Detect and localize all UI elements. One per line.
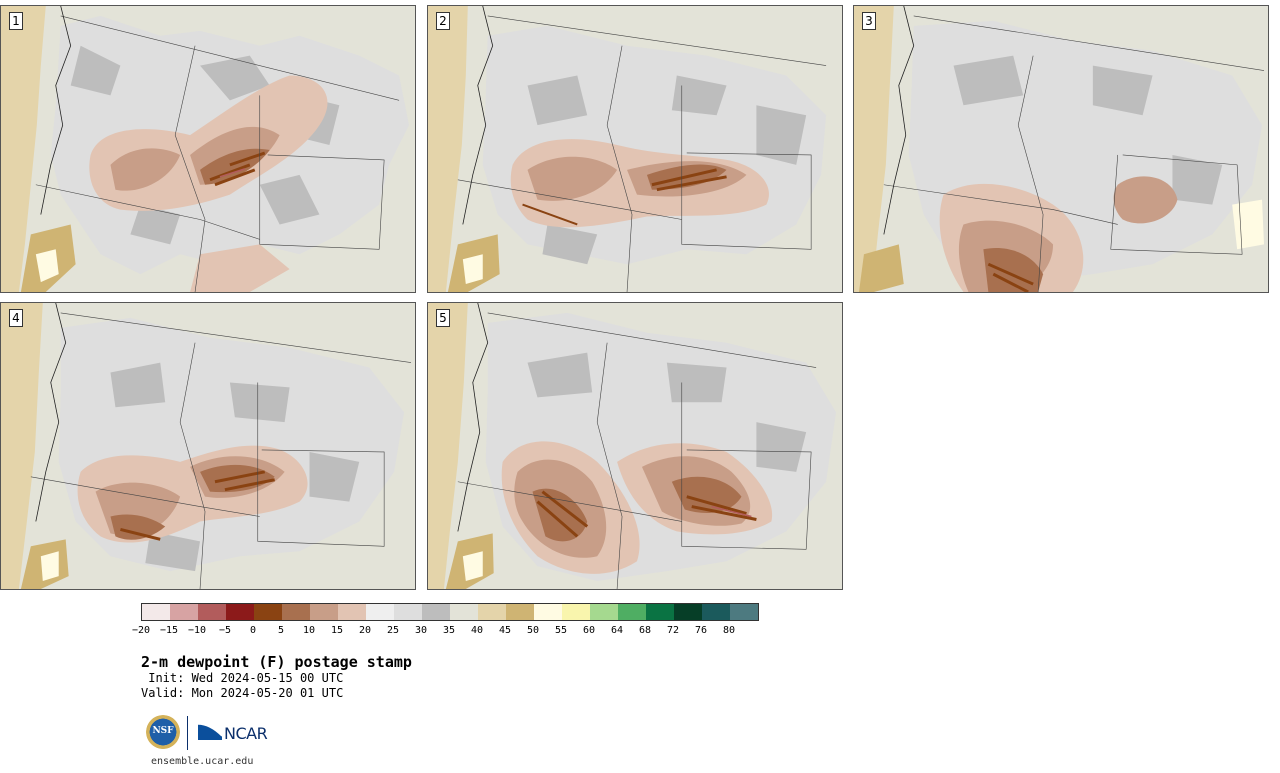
colorbar-tick-label: 25 — [386, 625, 400, 636]
colorbar-tick-label: 40 — [470, 625, 484, 636]
colorbar-tick-labels: −20 −15 −10 −5 0 5 10 15 20 25 30 35 40 45 50 55 60 64 68 7… — [0, 625, 800, 641]
colorbar-tick-label: 0 — [249, 625, 257, 636]
member-number: 2 — [436, 12, 450, 30]
colorbar-swatch — [142, 604, 170, 620]
colorbar-tick-label: 30 — [414, 625, 428, 636]
member-number: 1 — [9, 12, 23, 30]
member-number: 3 — [862, 12, 876, 30]
colorbar-swatch — [478, 604, 506, 620]
dewpoint-map-2 — [428, 6, 842, 292]
colorbar-tick-label: 64 — [610, 625, 624, 636]
nsf-logo-text: NSF — [152, 726, 174, 736]
colorbar-tick-label: 10 — [302, 625, 316, 636]
ncar-logo-text: NCAR — [224, 724, 268, 743]
nsf-logo-icon — [146, 715, 180, 749]
colorbar-swatch — [282, 604, 310, 620]
colorbar-tick-label: 50 — [526, 625, 540, 636]
member-panel-2: 2 — [427, 5, 843, 293]
colorbar-swatch — [674, 604, 702, 620]
dewpoint-map-4 — [1, 303, 415, 589]
dewpoint-map-3 — [854, 6, 1268, 292]
colorbar-swatch — [394, 604, 422, 620]
colorbar-tick-label: −5 — [218, 625, 232, 636]
colorbar-swatch — [702, 604, 730, 620]
colorbar-tick-label: 60 — [582, 625, 596, 636]
valid-time: Valid: Mon 2024-05-20 01 UTC — [141, 686, 344, 700]
colorbar-swatch — [226, 604, 254, 620]
colorbar-swatch — [534, 604, 562, 620]
member-number: 5 — [436, 309, 450, 327]
member-number: 4 — [9, 309, 23, 327]
dewpoint-map-1 — [1, 6, 415, 292]
colorbar-swatch — [506, 604, 534, 620]
logos: NSF NCAR — [144, 714, 284, 754]
colorbar-tick-label: 76 — [694, 625, 708, 636]
colorbar-swatch — [730, 604, 758, 620]
colorbar-swatch — [338, 604, 366, 620]
colorbar-tick-label: 5 — [277, 625, 285, 636]
colorbar-tick-label: 68 — [638, 625, 652, 636]
colorbar-swatch — [170, 604, 198, 620]
colorbar-tick-label: 20 — [358, 625, 372, 636]
colorbar-tick-label: 15 — [330, 625, 344, 636]
member-panel-4: 4 — [0, 302, 416, 590]
colorbar-swatch — [450, 604, 478, 620]
ncar-logo-icon — [198, 723, 222, 740]
colorbar-tick-label: 35 — [442, 625, 456, 636]
colorbar-swatch — [198, 604, 226, 620]
logo-divider — [187, 716, 188, 750]
colorbar-swatch — [562, 604, 590, 620]
colorbar-swatch — [590, 604, 618, 620]
colorbar-swatch — [422, 604, 450, 620]
member-panel-3: 3 — [853, 5, 1269, 293]
colorbar-swatch — [310, 604, 338, 620]
colorbar-swatch — [254, 604, 282, 620]
colorbar-swatch — [618, 604, 646, 620]
member-panel-1: 1 — [0, 5, 416, 293]
colorbar-tick-label: −15 — [159, 625, 179, 636]
plot-title: 2-m dewpoint (F) postage stamp — [141, 653, 412, 671]
dewpoint-map-5 — [428, 303, 842, 589]
init-time: Init: Wed 2024-05-15 00 UTC — [141, 671, 344, 685]
colorbar-tick-label: −10 — [187, 625, 207, 636]
colorbar-tick-label: 45 — [498, 625, 512, 636]
colorbar-swatch — [366, 604, 394, 620]
member-panel-5: 5 — [427, 302, 843, 590]
colorbar-tick-label: 80 — [722, 625, 736, 636]
colorbar-tick-label: 72 — [666, 625, 680, 636]
website-url[interactable]: ensemble.ucar.edu — [151, 756, 254, 767]
colorbar-tick-label: −20 — [131, 625, 151, 636]
colorbar-swatch — [646, 604, 674, 620]
colorbar — [141, 603, 759, 621]
colorbar-tick-label: 55 — [554, 625, 568, 636]
